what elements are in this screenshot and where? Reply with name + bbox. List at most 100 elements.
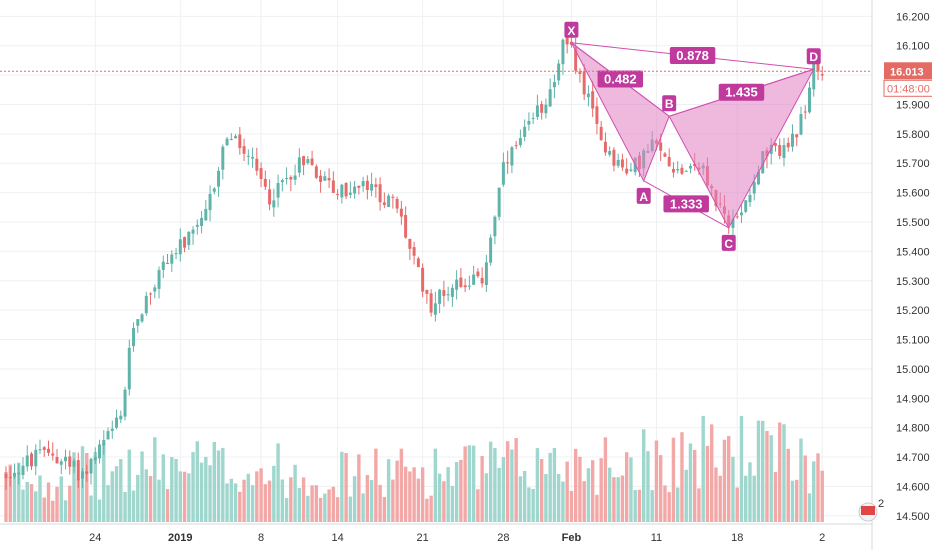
volume-bar: [816, 453, 820, 522]
price-tick-label: 14.900: [896, 393, 930, 405]
candle-body: [183, 237, 187, 248]
candle-body: [255, 158, 259, 171]
candle-body: [455, 279, 459, 290]
candle-body: [280, 180, 284, 183]
point-label: B: [665, 97, 674, 111]
price-tick-label: 15.600: [896, 188, 930, 200]
volume-bar: [289, 477, 293, 522]
volume-bar: [761, 420, 765, 522]
candle-body: [620, 159, 624, 168]
candle-body: [195, 224, 199, 227]
candle-body: [387, 195, 391, 208]
candle-body: [820, 74, 824, 76]
volume-bar: [280, 479, 285, 522]
candle-body: [786, 142, 790, 148]
candle-body: [123, 389, 127, 417]
candle-body: [484, 262, 488, 286]
volume-bar: [395, 460, 399, 522]
price-tick-label: 15.200: [896, 305, 930, 317]
volume-bar: [629, 457, 633, 522]
volume-bar: [212, 441, 217, 522]
volume-bar: [46, 482, 51, 522]
volume-bar: [518, 476, 523, 522]
candle-body: [574, 47, 578, 71]
volume-bar: [446, 467, 450, 522]
harmonic-pattern[interactable]: 0.482 1.333 1.435 0.878 X A B C D: [564, 21, 821, 251]
candle-body: [93, 456, 97, 461]
candle-body: [561, 39, 565, 65]
volume-bar: [612, 477, 616, 522]
volume-bar: [471, 445, 476, 522]
volume-bar: [727, 436, 731, 522]
volume-bar: [114, 466, 119, 522]
volume-bar: [573, 448, 578, 522]
candle-body: [416, 258, 420, 268]
volume-bar: [352, 476, 357, 522]
volume-bar: [731, 456, 735, 522]
volume-bar: [590, 460, 595, 522]
candle-body: [595, 106, 599, 124]
volume-bar: [382, 496, 387, 522]
volume-bar: [391, 479, 395, 522]
time-tick-label: 28: [497, 532, 509, 544]
price-tick-label: 15.400: [896, 246, 930, 258]
volume-bar: [178, 471, 183, 522]
volume-bar: [654, 440, 659, 522]
volume-bar: [476, 489, 480, 522]
last-price-tag: [884, 62, 932, 80]
volume-bar: [344, 453, 348, 522]
volume-bar: [63, 500, 68, 522]
candle-body: [217, 170, 221, 187]
candle-body: [476, 271, 480, 277]
volume-bar: [552, 447, 557, 522]
volume-bar: [480, 456, 484, 522]
candle-body: [493, 216, 497, 237]
volume-bar: [174, 458, 178, 522]
candle-body: [518, 138, 522, 146]
volume-bar: [671, 437, 676, 522]
volume-bar: [93, 451, 97, 522]
ratio-label-bg: [669, 47, 716, 65]
candle-body: [425, 289, 429, 294]
volume-bar: [722, 439, 727, 522]
volume-bar: [693, 449, 697, 522]
volume-bar: [204, 456, 208, 522]
candle-body: [336, 194, 340, 196]
candle-body: [629, 169, 633, 171]
candle-body: [408, 238, 412, 249]
volume-bar: [667, 492, 671, 522]
candle-body: [51, 453, 55, 456]
volume-bar: [539, 459, 544, 522]
volume-bar: [293, 464, 297, 522]
volume-bar: [369, 479, 374, 522]
candle-body: [506, 162, 510, 164]
candle-body: [119, 415, 123, 420]
volume-bar: [620, 475, 625, 522]
volume-bar: [807, 493, 812, 522]
time-axis[interactable]: 24 2019 8 14 21 28 Feb 11 18 2: [0, 523, 872, 544]
volume-bar: [756, 420, 761, 522]
price-tick-label: 15.100: [896, 335, 930, 347]
candles: [4, 31, 824, 490]
candle-body: [170, 254, 174, 264]
candle-body: [34, 449, 38, 467]
countdown-tag: [883, 79, 932, 97]
volume-bar: [497, 467, 501, 522]
candle-body: [680, 167, 684, 174]
time-tick-label: 2: [819, 532, 825, 544]
volume-bar: [187, 473, 191, 522]
candle-body: [501, 162, 505, 185]
time-tick-label: 8: [258, 532, 264, 544]
volume-bar: [650, 490, 654, 522]
volume-bar: [718, 475, 722, 522]
volume-bar: [420, 467, 425, 522]
candle-body: [671, 168, 675, 173]
price-axis[interactable]: 16.20016.10016.00015.90015.80015.70015.6…: [871, 0, 932, 550]
volume-bar: [710, 424, 714, 522]
volume-bar: [301, 477, 306, 522]
volume-bar: [586, 468, 591, 522]
volume-bar: [505, 441, 510, 522]
candle-body: [149, 293, 153, 295]
